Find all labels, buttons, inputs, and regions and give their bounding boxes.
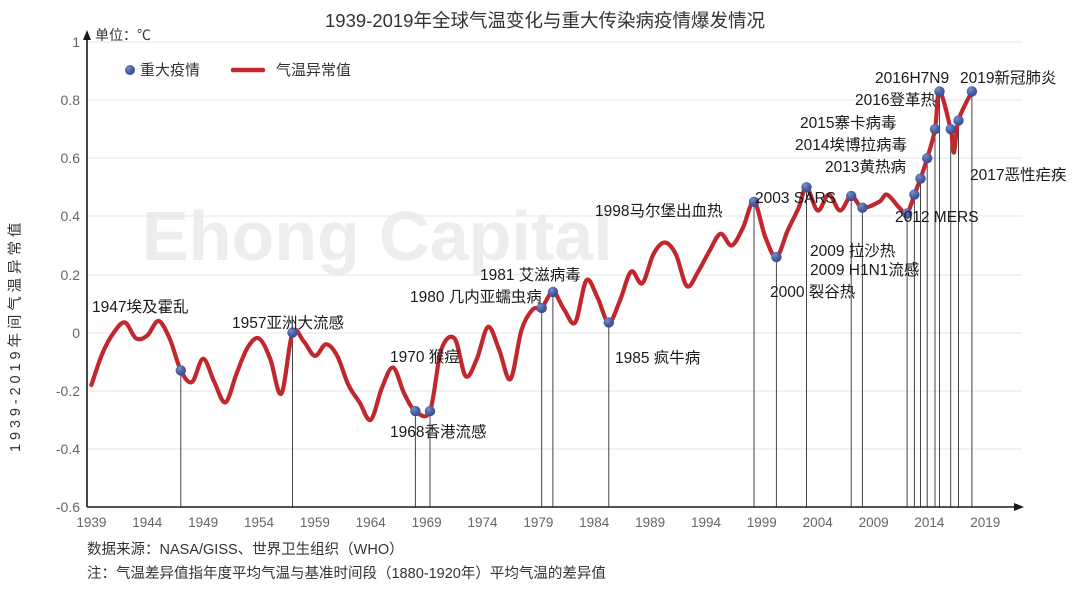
svg-text:0: 0 [72, 325, 80, 341]
svg-text:2016登革热: 2016登革热 [855, 91, 936, 109]
svg-text:2012 MERS: 2012 MERS [895, 209, 979, 226]
svg-text:2004: 2004 [803, 515, 834, 530]
svg-text:注：气温差异值指年度平均气温与基准时间段（1880-1920: 注：气温差异值指年度平均气温与基准时间段（1880-1920年）平均气温的差异值 [87, 565, 606, 582]
svg-text:2014: 2014 [914, 515, 945, 530]
svg-text:2000 裂谷热: 2000 裂谷热 [770, 283, 856, 301]
svg-text:2013黄热病: 2013黄热病 [825, 158, 906, 176]
svg-text:1957亚洲大流感: 1957亚洲大流感 [232, 314, 344, 332]
svg-text:1959: 1959 [300, 515, 330, 530]
svg-text:2017恶性疟疾: 2017恶性疟疾 [970, 166, 1066, 184]
svg-text:1974: 1974 [467, 515, 498, 530]
svg-text:0.4: 0.4 [61, 208, 81, 224]
svg-text:1947埃及霍乱: 1947埃及霍乱 [92, 298, 188, 316]
svg-text:1939-2019年全球气温变化与重大传染病疫情爆发情况: 1939-2019年全球气温变化与重大传染病疫情爆发情况 [325, 10, 765, 31]
svg-text:2014埃博拉病毒: 2014埃博拉病毒 [795, 136, 907, 154]
svg-text:2015寨卡病毒: 2015寨卡病毒 [800, 114, 896, 132]
svg-text:1994: 1994 [691, 515, 722, 530]
svg-text:1939-2019年间气温异常值: 1939-2019年间气温异常值 [7, 219, 24, 452]
svg-text:1989: 1989 [635, 515, 665, 530]
svg-text:1984: 1984 [579, 515, 610, 530]
svg-text:1980 几内亚蠕虫病: 1980 几内亚蠕虫病 [410, 288, 542, 306]
svg-text:1954: 1954 [244, 515, 275, 530]
svg-text:2019: 2019 [970, 515, 1000, 530]
svg-text:-0.4: -0.4 [56, 441, 80, 457]
svg-text:1999: 1999 [747, 515, 777, 530]
svg-text:1964: 1964 [356, 515, 387, 530]
svg-text:1998马尔堡出血热: 1998马尔堡出血热 [595, 202, 723, 220]
svg-text:1949: 1949 [188, 515, 218, 530]
svg-text:1969: 1969 [412, 515, 442, 530]
svg-text:1944: 1944 [132, 515, 163, 530]
svg-text:单位：℃: 单位：℃ [95, 27, 151, 43]
svg-text:重大疫情: 重大疫情 [140, 62, 200, 79]
svg-text:2009: 2009 [859, 515, 889, 530]
svg-text:-0.6: -0.6 [56, 499, 80, 515]
svg-text:1970 猴痘: 1970 猴痘 [390, 348, 460, 366]
svg-text:2009 H1N1流感: 2009 H1N1流感 [810, 261, 919, 279]
svg-text:0.2: 0.2 [61, 267, 81, 283]
svg-text:Ehong Capital: Ehong Capital [142, 197, 613, 275]
svg-text:1981 艾滋病毒: 1981 艾滋病毒 [480, 266, 581, 284]
svg-text:2003 SARS: 2003 SARS [755, 190, 836, 207]
svg-text:2009 拉沙热: 2009 拉沙热 [810, 242, 896, 260]
svg-text:0.8: 0.8 [61, 92, 81, 108]
svg-text:2016H7N9: 2016H7N9 [875, 70, 949, 87]
svg-text:1: 1 [72, 34, 80, 50]
svg-text:气温异常值: 气温异常值 [276, 62, 351, 79]
svg-text:1968香港流感: 1968香港流感 [390, 423, 486, 441]
svg-text:0.6: 0.6 [61, 150, 81, 166]
svg-text:2019新冠肺炎: 2019新冠肺炎 [960, 69, 1056, 87]
svg-text:1979: 1979 [523, 515, 553, 530]
svg-text:-0.2: -0.2 [56, 383, 80, 399]
svg-text:1939: 1939 [76, 515, 106, 530]
svg-text:数据来源：NASA/GISS、世界卫生组织（WHO）: 数据来源：NASA/GISS、世界卫生组织（WHO） [87, 541, 404, 558]
svg-text:1985 疯牛病: 1985 疯牛病 [615, 349, 700, 367]
